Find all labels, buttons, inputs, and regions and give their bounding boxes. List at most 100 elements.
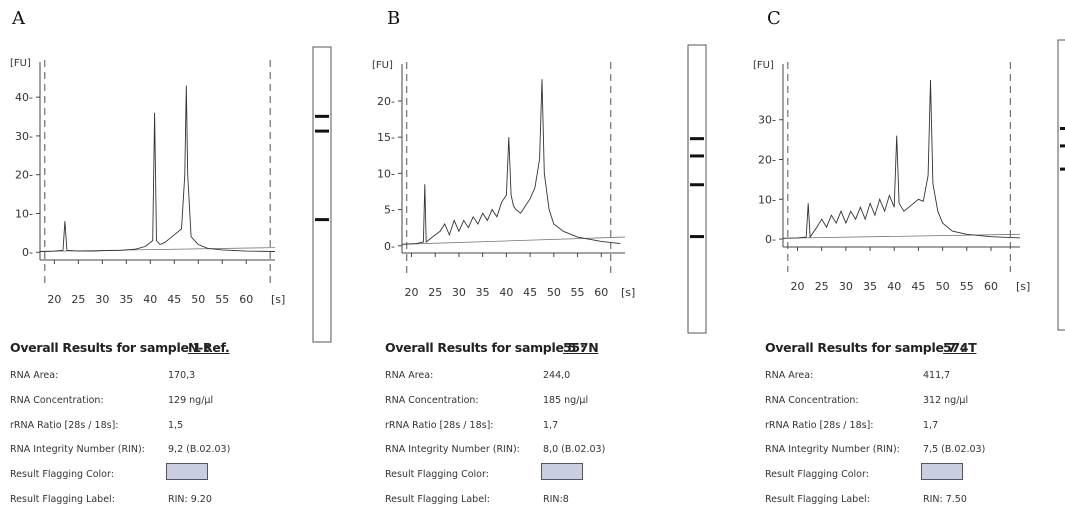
electropherogram-b: 0- 5- 10- 15- 20- 20 25 30 35 40 45 50 55 60 [FU] [s] <box>372 44 707 334</box>
gel-lane <box>312 46 332 343</box>
x-tick-label: 30 <box>839 280 853 293</box>
y-tick-label: 5- <box>384 204 395 217</box>
x-tick-label: 50 <box>191 293 205 306</box>
results-rows: RNA Area: 411,7 RNA Concentration: 312 ng/µ… <box>765 370 1065 519</box>
panel-letter: C <box>767 8 781 29</box>
flag-color-swatch <box>166 463 208 481</box>
result-value: RIN:8 <box>543 493 569 505</box>
x-axis-label: [s] <box>271 293 285 306</box>
result-row: Result Flagging Label: RIN: 7.50 <box>765 494 1065 519</box>
x-tick-label: 20 <box>791 280 805 293</box>
result-label: rRNA Ratio [28s / 18s]: <box>10 419 119 431</box>
sample-name: 574T <box>943 340 977 355</box>
x-axis-label: [s] <box>621 286 635 299</box>
result-value: 312 ng/µl <box>923 394 969 406</box>
x-tick-label: 20 <box>404 286 418 299</box>
panel-a: A 0- 10- 20- 30- 40- 20 25 30 35 40 45 50 55 60 [FU] [s… <box>0 0 340 522</box>
y-axis-label: [FU] <box>10 58 31 69</box>
electropherogram-c: 0- 10- 20- 30- 20 25 30 35 40 45 50 55 60 [FU] [s] <box>753 39 1065 331</box>
x-tick-label: 55 <box>571 286 585 299</box>
gel-band <box>690 154 704 158</box>
result-row: RNA Area: 411,7 <box>765 370 1065 395</box>
results-rows: RNA Area: 244,0 RNA Concentration: 185 ng/µ… <box>385 370 705 519</box>
x-tick-label: 50 <box>547 286 561 299</box>
gel-band <box>315 129 329 133</box>
electropherogram-trace <box>782 79 1021 239</box>
y-tick-label: 10- <box>758 193 776 206</box>
result-row: RNA Integrity Number (RIN): 9,2 (B.02.03) <box>10 444 330 469</box>
panel-c: C 0- 10- 20- 30- 20 25 30 35 40 45 50 55 60 [FU] [s] O… <box>753 0 1065 522</box>
gel-band <box>690 235 704 239</box>
result-value: 185 ng/µl <box>543 394 589 406</box>
result-value: RIN: 9.20 <box>168 493 212 505</box>
x-tick-label: 40 <box>887 280 901 293</box>
result-row: Result Flagging Color: <box>765 463 1065 494</box>
x-tick-label: 30 <box>95 293 109 306</box>
result-value: 411,7 <box>923 370 951 381</box>
result-label: RNA Integrity Number (RIN): <box>10 444 145 456</box>
result-row: RNA Area: 170,3 <box>10 370 330 395</box>
gel-band <box>1060 144 1065 148</box>
x-tick-label: 40 <box>499 286 513 299</box>
electropherogram-trace <box>401 79 621 245</box>
result-label: RNA Area: <box>765 370 814 381</box>
electropherogram-trace <box>39 85 276 252</box>
result-label: RNA Area: <box>10 370 59 381</box>
x-axis-label: [s] <box>1016 280 1030 293</box>
panel-letter: B <box>387 8 401 29</box>
result-value: 9,2 (B.02.03) <box>168 444 231 456</box>
result-value: 1,7 <box>543 419 559 431</box>
result-row: Result Flagging Color: <box>10 463 330 494</box>
result-value: 8,0 (B.02.03) <box>543 444 606 456</box>
result-label: RNA Integrity Number (RIN): <box>385 444 520 456</box>
result-row: RNA Integrity Number (RIN): 7,5 (B.02.03) <box>765 444 1065 469</box>
result-label: RNA Concentration: <box>10 394 104 406</box>
gel-band <box>315 114 329 118</box>
result-label: Result Flagging Color: <box>10 469 114 481</box>
y-tick-label: 20- <box>15 169 33 182</box>
x-tick-label: 60 <box>984 280 998 293</box>
x-tick-label: 25 <box>71 293 85 306</box>
result-row: Result Flagging Label: RIN: 9.20 <box>10 494 330 519</box>
x-tick-label: 55 <box>960 280 974 293</box>
x-tick-label: 30 <box>452 286 466 299</box>
y-tick-label: 40- <box>15 91 33 104</box>
results-title: Overall Results for sample 1 : N-Ref. <box>10 340 330 355</box>
result-row: rRNA Ratio [28s / 18s]: 1,7 <box>385 420 705 445</box>
result-row: rRNA Ratio [28s / 18s]: 1,5 <box>10 420 330 445</box>
result-label: Result Flagging Label: <box>765 493 870 505</box>
result-row: RNA Concentration: 185 ng/µl <box>385 395 705 420</box>
result-row: RNA Concentration: 129 ng/µl <box>10 395 330 420</box>
y-tick-label: 10- <box>15 207 33 220</box>
y-axis-label: [FU] <box>372 60 393 71</box>
result-label: Result Flagging Color: <box>765 469 869 481</box>
result-label: Result Flagging Label: <box>385 493 490 505</box>
results-title-text: Overall Results for sample 5 : <box>385 340 585 355</box>
x-tick-label: 25 <box>428 286 442 299</box>
gel-band <box>690 137 704 141</box>
results-block: Overall Results for sample 1 : N-Ref. RN… <box>10 340 330 505</box>
result-value: 1,5 <box>168 419 184 431</box>
x-tick-label: 45 <box>911 280 925 293</box>
result-value: 170,3 <box>168 370 196 381</box>
x-tick-label: 50 <box>936 280 950 293</box>
sample-name: 557N <box>563 340 599 355</box>
result-value: 7,5 (B.02.03) <box>923 444 986 456</box>
y-tick-label: 0- <box>22 246 33 259</box>
flag-color-swatch <box>541 463 583 481</box>
result-row: RNA Concentration: 312 ng/µl <box>765 395 1065 420</box>
x-tick-label: 60 <box>239 293 253 306</box>
results-title: Overall Results for sample 7 : 574T <box>765 340 1065 355</box>
x-tick-label: 35 <box>863 280 877 293</box>
y-tick-label: 20- <box>758 154 776 167</box>
result-label: RNA Concentration: <box>765 394 859 406</box>
x-tick-label: 60 <box>594 286 608 299</box>
result-value: 1,7 <box>923 419 939 431</box>
result-label: rRNA Ratio [28s / 18s]: <box>385 419 494 431</box>
x-tick-label: 45 <box>523 286 537 299</box>
y-tick-label: 0- <box>384 240 395 253</box>
x-tick-label: 35 <box>119 293 133 306</box>
sample-name: N-Ref. <box>188 340 230 355</box>
result-value: 244,0 <box>543 370 571 381</box>
x-tick-label: 55 <box>215 293 229 306</box>
